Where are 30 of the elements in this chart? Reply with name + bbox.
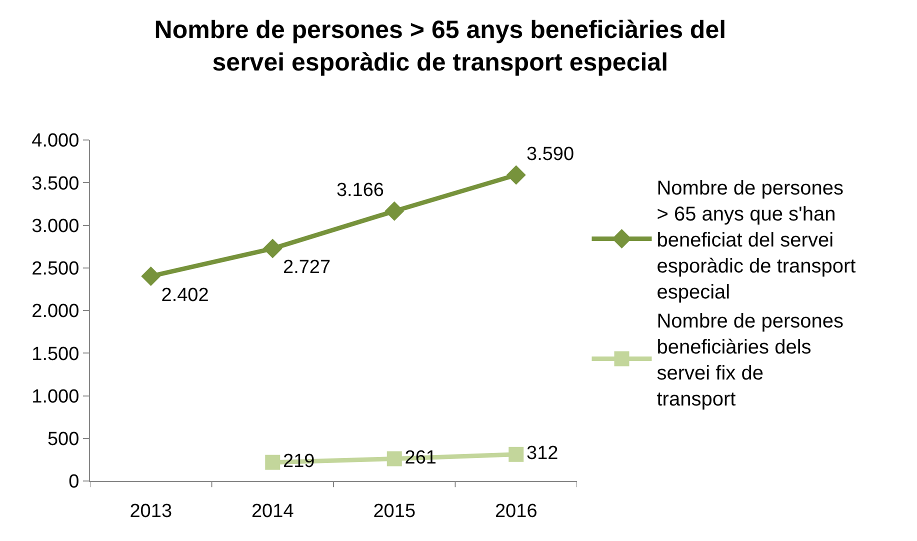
- data-label: 2.727: [283, 257, 331, 278]
- y-tick-label: 0: [68, 472, 80, 493]
- point: [265, 454, 280, 470]
- data-label: 312: [526, 443, 558, 464]
- point: [141, 266, 161, 286]
- data-label: 261: [404, 448, 436, 468]
- x-tick-label: 2013: [130, 500, 172, 522]
- legend-label: Nombre de persones > 65 anys que s'han beneficiat del servei esporàdic de transport especial: [656, 178, 856, 304]
- x-tick-label: 2016: [494, 500, 538, 522]
- data-label: 2.402: [161, 284, 209, 306]
- y-tick-label: 1.500: [32, 344, 80, 365]
- data-label: 3.166: [336, 180, 384, 201]
- data-label: 219: [283, 451, 315, 472]
- x-tick-label: 2014: [251, 500, 294, 522]
- chart-title: Nombre de persones > 65 anys beneficiàries del servei esporàdic de transport especial: [154, 16, 726, 76]
- point: [506, 165, 526, 185]
- legend-label: Nombre de persones beneficiàries dels servei fix de transport: [656, 310, 844, 411]
- point: [384, 201, 404, 221]
- data-label: 3.590: [526, 144, 574, 165]
- y-tick-label: 1.000: [32, 386, 80, 408]
- y-tick-label: 4.000: [32, 130, 80, 152]
- y-tick-label: 2.500: [32, 258, 80, 280]
- point: [262, 238, 282, 258]
- y-tick-label: 2.000: [32, 301, 80, 322]
- x-tick-label: 2015: [373, 500, 416, 522]
- point: [386, 451, 402, 466]
- y-tick-label: 500: [47, 429, 80, 450]
- y-tick-label: 3.500: [32, 173, 80, 194]
- y-tick-label: 3.000: [32, 216, 80, 237]
- point: [508, 446, 524, 462]
